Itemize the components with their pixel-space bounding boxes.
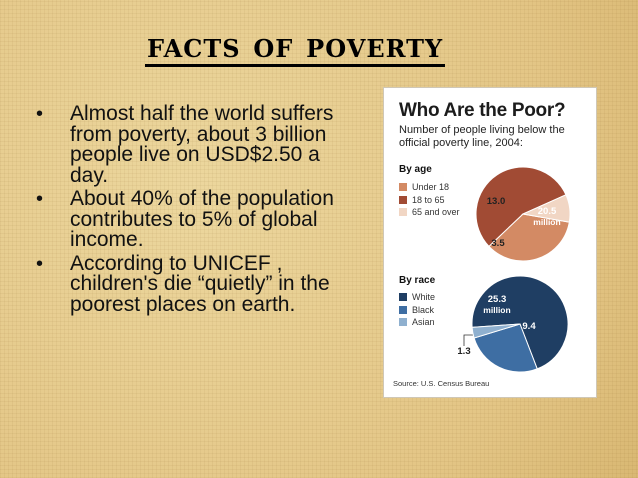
legend-label: 65 and over [412, 207, 460, 218]
pie-value-label: 20.5 [538, 206, 557, 217]
chart-source: Source: U.S. Census Bureau [393, 379, 490, 388]
bullet-dot: • [36, 252, 44, 275]
legend-label: 18 to 65 [412, 194, 445, 205]
bullet-dot: • [36, 188, 44, 210]
pie-slice [521, 194, 571, 223]
bullet-text: According to UNICEF , children's die “qu… [70, 251, 330, 316]
race-legend: White Black Asian [399, 291, 435, 329]
legend-swatch [399, 293, 407, 302]
legend-swatch [399, 195, 407, 204]
legend-item: White [399, 291, 435, 304]
legend-label: Asian [412, 317, 435, 328]
race-group-label: By race [399, 275, 436, 286]
bullet-list: • Almost half the world suffers from pov… [30, 102, 355, 318]
legend-swatch [399, 208, 407, 217]
slide-title: Facts of Poverty [145, 26, 446, 67]
chart-title: Who Are the Poor? [399, 100, 566, 121]
legend-item: Asian [399, 316, 435, 329]
bullet-item: • According to UNICEF , children's die “… [30, 251, 355, 316]
bullet-item: • About 40% of the population contribute… [30, 187, 355, 251]
pie-value-label: 1.3 [457, 346, 470, 357]
legend-item: Under 18 [399, 181, 460, 194]
pie-slice [471, 275, 569, 370]
pie-unit-label: million [533, 217, 560, 227]
pie-unit-label: million [483, 305, 510, 315]
legend-label: Black [412, 304, 435, 315]
chart-subtitle: Number of people living below the offici… [399, 124, 565, 149]
age-legend: Under 18 18 to 65 65 and over [399, 181, 460, 219]
pie-value-label: 25.3 [488, 294, 507, 305]
leader-line [463, 334, 476, 346]
pie-slice [471, 323, 521, 339]
legend-item: 18 to 65 [399, 194, 460, 207]
bullet-item: • Almost half the world suffers from pov… [30, 102, 355, 187]
legend-swatch [399, 305, 407, 314]
legend-item: 65 and over [399, 206, 460, 219]
legend-swatch [399, 183, 407, 192]
legend-label: Under 18 [412, 182, 450, 193]
legend-item: Black [399, 304, 435, 317]
bullet-text: Almost half the world suffers from pover… [70, 102, 334, 187]
pie-slice [488, 213, 570, 262]
poverty-chart-card: Who Are the Poor? Number of people livin… [384, 88, 596, 397]
bullet-text: About 40% of the population contributes … [70, 187, 334, 251]
legend-swatch [399, 318, 407, 327]
pie-slice [473, 323, 538, 373]
age-group-label: By age [399, 164, 432, 175]
bullet-dot: • [36, 103, 44, 125]
pie-value-label: 3.5 [491, 238, 505, 249]
pie-slice [475, 166, 567, 248]
pie-value-label: 13.0 [487, 196, 506, 207]
legend-label: White [412, 292, 436, 303]
pie-value-label: 9.4 [522, 321, 536, 332]
